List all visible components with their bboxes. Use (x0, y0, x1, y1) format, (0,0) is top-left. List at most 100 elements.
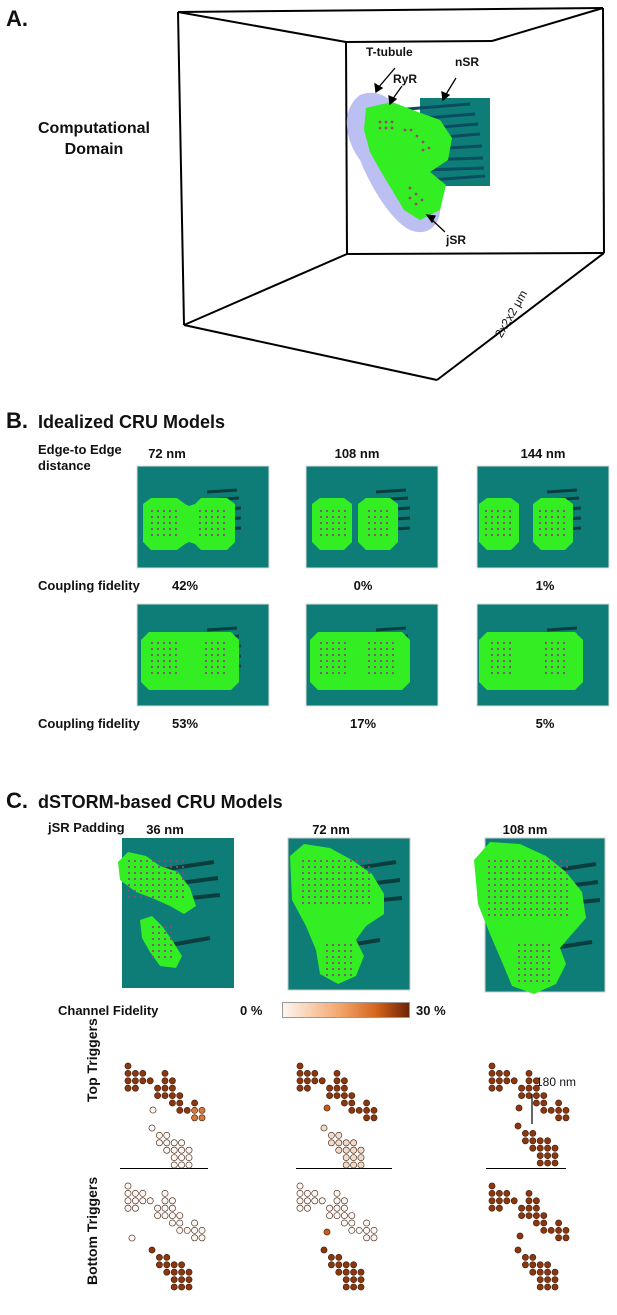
ryr-channel-dot (168, 1197, 176, 1205)
ryr-channel-dot (161, 1204, 169, 1212)
ryr-channel-dot (148, 1246, 156, 1254)
ryr-channel-dot (303, 1204, 311, 1212)
ryr-channel-dot (355, 1107, 363, 1114)
ryr-channel-dot (536, 1144, 544, 1152)
ryr-channel-dot (555, 1234, 562, 1242)
ryr-channel-dot (327, 1132, 335, 1139)
channel-fidelity-label: Channel Fidelity (58, 1003, 159, 1018)
ryr-channel-dot (178, 1161, 185, 1169)
ryr-channel-dot (154, 1204, 161, 1212)
panel-c-label: C. (6, 788, 28, 813)
panel-b-title: Idealized CRU Models (38, 412, 226, 432)
fidelity-144-padded: 5% (535, 716, 555, 731)
ryr-channel-dot (488, 1190, 496, 1197)
ryr-channel-dot (185, 1283, 193, 1291)
jsr-cluster (364, 102, 452, 220)
ryr-channel-dot (551, 1268, 559, 1276)
ryr-channel-dot (551, 1159, 559, 1167)
ryr-channel-dot (168, 1092, 176, 1099)
ryr-channel-dot (170, 1161, 178, 1169)
ryr-channel-dot (335, 1261, 343, 1269)
ryr-channel-dot (342, 1276, 350, 1283)
ryr-channel-dot (540, 1212, 548, 1219)
model-144nm-padded (475, 602, 611, 708)
ryr-channel-dot (536, 1152, 544, 1159)
ryr-channel-dot (503, 1197, 511, 1205)
ryr-channel-dot (168, 1204, 176, 1212)
ryr-channel-dot (488, 1077, 496, 1085)
ryr-channel-dot (518, 1212, 525, 1219)
ryr-channel-dot (303, 1190, 311, 1197)
padding-36: 36 nm (146, 822, 184, 837)
ryr-channel-dot (540, 1227, 548, 1234)
ryr-channel-dot (296, 1070, 304, 1077)
ryr-channel-dot (191, 1114, 198, 1122)
ryr-channel-dot (124, 1062, 132, 1070)
fidelity-colorbar (282, 1002, 410, 1018)
ryr-channel-dot (363, 1107, 370, 1114)
ryr-channel-dot (488, 1182, 496, 1190)
ryr-channel-dot (529, 1261, 537, 1269)
ryr-channel-dot (303, 1077, 311, 1085)
model-144nm (475, 464, 611, 570)
ryr-channel-dot (326, 1204, 333, 1212)
ryr-channel-dot (488, 1204, 496, 1212)
ryr-channel-dot (335, 1146, 343, 1154)
ryr-channel-dot (154, 1212, 161, 1219)
ryr-channel-dot (348, 1212, 356, 1219)
ryr-channel-dot (333, 1084, 341, 1092)
ryr-channel-dot (340, 1212, 348, 1219)
ryr-channel-dot (318, 1077, 326, 1085)
ryr-channel-dot (335, 1139, 343, 1147)
ryr-channel-dot (139, 1197, 147, 1205)
ryr-channel-dot (185, 1154, 193, 1161)
ryr-channel-dot (525, 1077, 533, 1085)
ryr-channel-dot (533, 1212, 540, 1219)
ryr-channel-dot (350, 1261, 357, 1269)
ryr-channel-dot (183, 1107, 191, 1114)
ryr-channel-dot (131, 1070, 139, 1077)
scale-min-label: 0 % (240, 1003, 263, 1018)
ryr-channel-dot (488, 1070, 496, 1077)
ryr-channel-dot (536, 1159, 544, 1167)
ryr-channel-dot (503, 1190, 511, 1197)
fidelity-108-padded: 17% (349, 716, 377, 731)
ryr-channel-dot (333, 1070, 341, 1077)
ryr-channel-dot (323, 1104, 331, 1112)
model-108nm (304, 464, 440, 570)
domain-label-line1: Computational (38, 120, 150, 137)
fidelity-72: 42% (171, 578, 199, 593)
ryr-channel-dot (333, 1190, 341, 1197)
ryr-channel-dot (342, 1139, 350, 1147)
ryr-channel-dot (533, 1077, 540, 1085)
ryr-channel-dot (544, 1276, 551, 1283)
ryr-channel-dot (533, 1084, 540, 1092)
ryr-channel-dot (333, 1077, 341, 1085)
idealized-models (135, 464, 611, 708)
separator-1 (120, 1168, 208, 1169)
jsr-padding-label: jSR Padding (48, 820, 125, 835)
ryr-channel-dot (178, 1283, 185, 1291)
ryr-channel-dot (551, 1276, 559, 1283)
ryr-channel-dot (350, 1154, 357, 1161)
ryr-channel-dot (185, 1161, 193, 1169)
ryr-channel-dot (161, 1077, 169, 1085)
ryr-channel-dot (124, 1084, 132, 1092)
ryr-channel-dot (161, 1190, 169, 1197)
distance-180nm-label: 180 nm (536, 1075, 577, 1089)
ryr-channel-dot (318, 1197, 326, 1205)
ryr-channel-dot (544, 1283, 551, 1291)
ryr-channel-dot (525, 1190, 533, 1197)
ryr-channel-dot (327, 1254, 335, 1261)
panel-a-label: A. (6, 6, 28, 31)
model-108nm-padded (304, 602, 440, 708)
ryr-channel-dot (529, 1268, 537, 1276)
ryr-channel-dot (163, 1254, 171, 1261)
ryr-channel-dot (518, 1204, 525, 1212)
ryr-channel-dot (363, 1099, 370, 1107)
ryr-channel-dot (327, 1261, 335, 1269)
ryr-channel-dot (544, 1159, 551, 1167)
ryr-channel-dot (149, 1106, 157, 1114)
ryr-channel-dot (370, 1114, 378, 1122)
ryr-channel-dot (170, 1268, 178, 1276)
